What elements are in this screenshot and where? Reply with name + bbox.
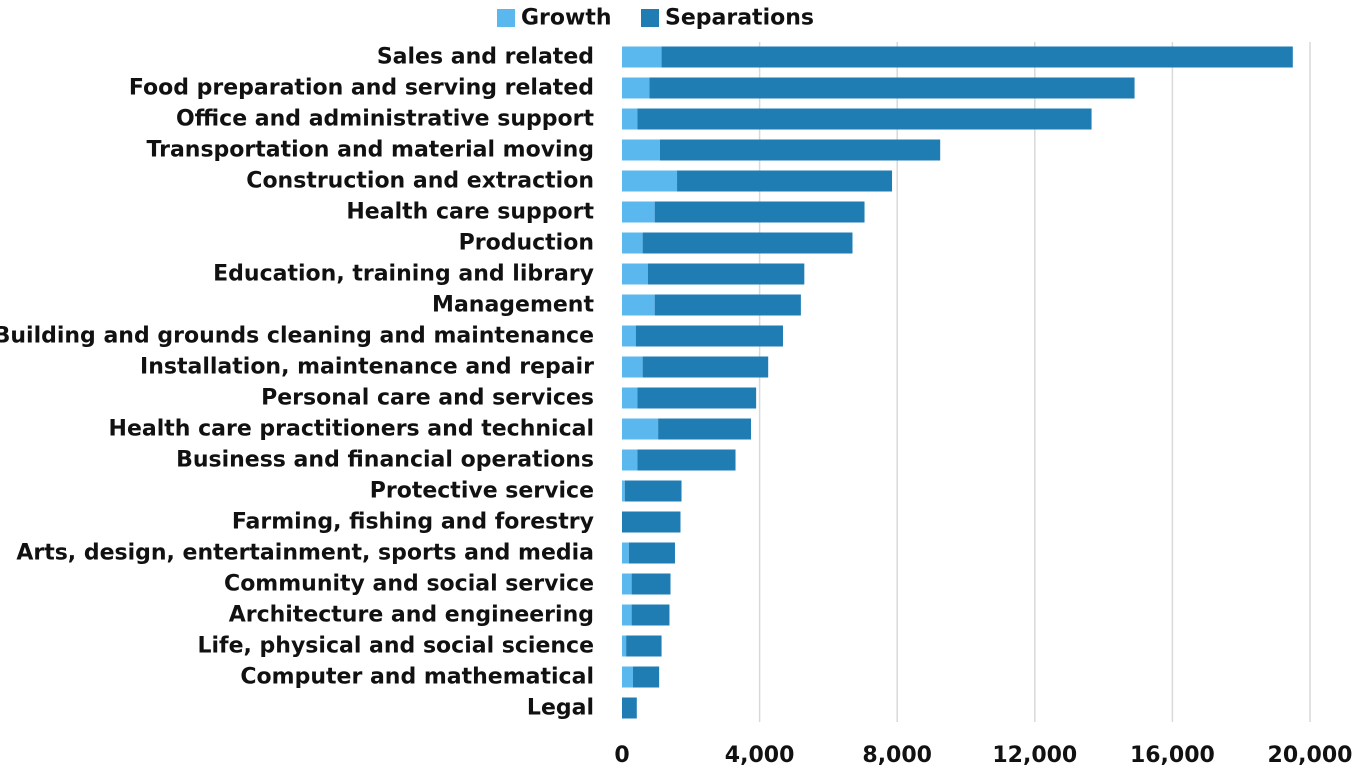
category-label: Computer and mathematical bbox=[240, 665, 594, 690]
bar-growth-21 bbox=[622, 666, 634, 688]
category-label: Construction and extraction bbox=[246, 169, 594, 194]
bar-growth-5 bbox=[622, 170, 678, 192]
bar-separations-3 bbox=[637, 108, 1092, 130]
legend-label-growth: Growth bbox=[521, 6, 612, 31]
bar-separations-8 bbox=[647, 263, 805, 285]
category-label: Installation, maintenance and repair bbox=[140, 355, 594, 380]
bar-separations-18 bbox=[631, 573, 671, 595]
category-label: Personal care and services bbox=[261, 386, 594, 411]
legend-swatch-growth bbox=[497, 9, 515, 27]
bar-separations-22 bbox=[622, 697, 637, 719]
legend-label-separations: Separations bbox=[665, 6, 814, 31]
category-label: Education, training and library bbox=[213, 262, 594, 287]
x-tick-label: 0 bbox=[614, 743, 629, 768]
bar-growth-12 bbox=[622, 387, 638, 409]
bar-growth-2 bbox=[622, 77, 650, 99]
bar-separations-9 bbox=[654, 294, 801, 316]
bar-separations-15 bbox=[624, 480, 682, 502]
bar-growth-11 bbox=[622, 356, 643, 378]
bar-separations-5 bbox=[677, 170, 893, 192]
legend: Growth Separations bbox=[497, 6, 814, 31]
x-tick-label: 8,000 bbox=[862, 743, 932, 768]
bar-growth-14 bbox=[622, 449, 638, 471]
category-label: Business and financial operations bbox=[176, 448, 594, 473]
bar-separations-21 bbox=[633, 666, 660, 688]
bar-growth-18 bbox=[622, 573, 632, 595]
category-label: Food preparation and serving related bbox=[129, 76, 594, 101]
bar-separations-12 bbox=[637, 387, 757, 409]
x-tick-label: 20,000 bbox=[1268, 743, 1353, 768]
bar-growth-15 bbox=[622, 480, 625, 502]
bar-growth-1 bbox=[622, 46, 662, 68]
category-label: Protective service bbox=[370, 479, 594, 504]
category-label: Management bbox=[432, 293, 594, 318]
bar-growth-13 bbox=[622, 418, 659, 440]
category-labels: Sales and related Food preparation and se… bbox=[0, 45, 594, 721]
bar-separations-11 bbox=[642, 356, 769, 378]
bar-separations-7 bbox=[642, 232, 853, 254]
bar-growth-9 bbox=[622, 294, 655, 316]
bar-growth-20 bbox=[622, 635, 627, 657]
bar-separations-6 bbox=[654, 201, 865, 223]
category-label: Production bbox=[459, 231, 594, 256]
category-label: Community and social service bbox=[224, 572, 594, 597]
bar-separations-13 bbox=[658, 418, 751, 440]
bar-separations-19 bbox=[631, 604, 670, 626]
category-label: Health care support bbox=[346, 200, 594, 225]
bar-separations-10 bbox=[635, 325, 783, 347]
bar-separations-1 bbox=[661, 46, 1293, 68]
category-label: Office and administrative support bbox=[176, 107, 595, 132]
category-label: Transportation and material moving bbox=[147, 138, 595, 163]
category-label: Health care practitioners and technical bbox=[109, 417, 594, 442]
x-tick-label: 16,000 bbox=[1130, 743, 1215, 768]
bar-separations-2 bbox=[649, 77, 1135, 99]
bar-growth-8 bbox=[622, 263, 648, 285]
bar-growth-3 bbox=[622, 108, 638, 130]
bar-growth-19 bbox=[622, 604, 632, 626]
bar-growth-10 bbox=[622, 325, 636, 347]
category-label: Architecture and engineering bbox=[229, 603, 594, 628]
category-label: Sales and related bbox=[377, 45, 594, 70]
bar-separations-4 bbox=[659, 139, 941, 161]
category-label: Farming, fishing and forestry bbox=[232, 510, 594, 535]
category-label: Life, physical and social science bbox=[197, 634, 594, 659]
category-label: Building and grounds cleaning and mainte… bbox=[0, 324, 594, 349]
x-tick-label: 12,000 bbox=[992, 743, 1077, 768]
bars bbox=[622, 46, 1293, 719]
bar-separations-14 bbox=[637, 449, 736, 471]
x-tick-label: 4,000 bbox=[725, 743, 795, 768]
bar-separations-16 bbox=[622, 511, 681, 533]
x-axis-tick-labels: 0 4,000 8,000 12,000 16,000 20,000 bbox=[614, 743, 1352, 768]
bar-growth-4 bbox=[622, 139, 660, 161]
bar-growth-6 bbox=[622, 201, 655, 223]
bar-growth-7 bbox=[622, 232, 643, 254]
legend-swatch-separations bbox=[641, 9, 659, 27]
category-label: Arts, design, entertainment, sports and … bbox=[16, 541, 594, 566]
bar-separations-20 bbox=[626, 635, 662, 657]
bar-growth-17 bbox=[622, 542, 629, 564]
category-label: Legal bbox=[527, 696, 594, 721]
bar-separations-17 bbox=[628, 542, 675, 564]
